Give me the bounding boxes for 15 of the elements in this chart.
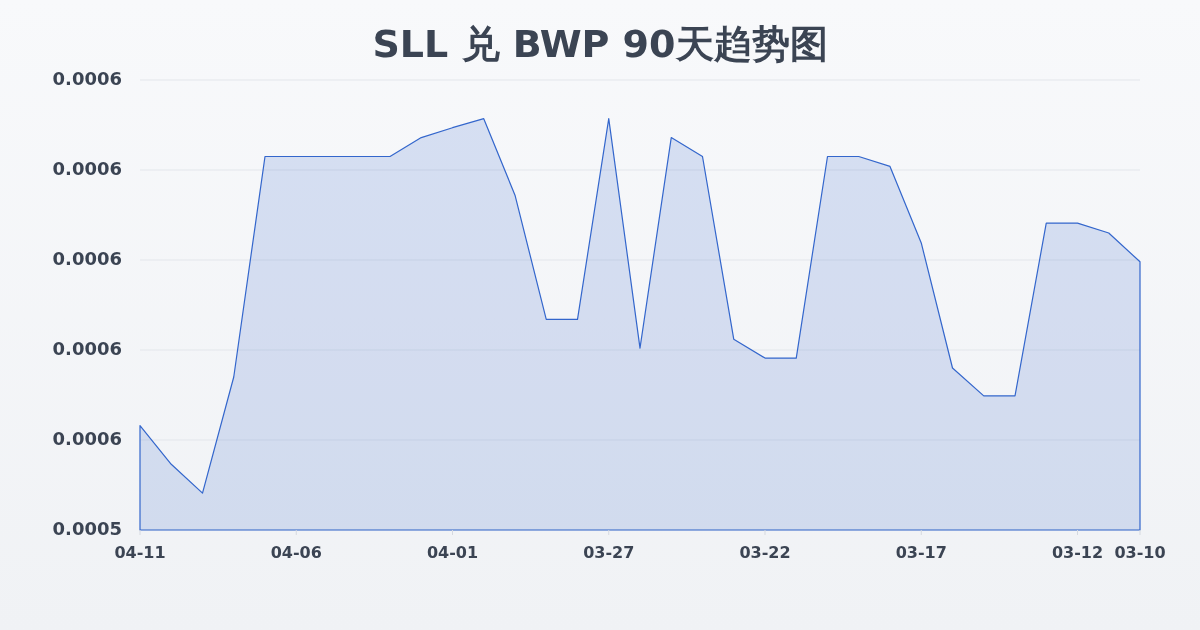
y-tick-label: 0.0006 xyxy=(52,428,122,449)
x-tick-label: 03-12 xyxy=(1051,542,1104,562)
x-tick-label: 04-11 xyxy=(114,542,166,562)
y-tick-label: 0.0006 xyxy=(52,158,122,179)
x-tick-label: 03-17 xyxy=(895,542,947,562)
x-tick-label: 03-27 xyxy=(583,542,635,562)
x-tick-label: 04-01 xyxy=(426,542,479,562)
x-tick-label: 04-06 xyxy=(270,542,322,562)
title: SLL 兑 BWP 90天趋势图 xyxy=(372,21,828,66)
y-tick-label: 0.0005 xyxy=(52,518,122,539)
x-tick-label: 03-22 xyxy=(739,542,791,562)
y-tick-label: 0.0006 xyxy=(52,248,122,269)
y-tick-label: 0.0006 xyxy=(52,338,122,359)
y-tick-label: 0.0006 xyxy=(52,68,122,89)
x-tick-label: 03-10 xyxy=(1114,542,1166,562)
